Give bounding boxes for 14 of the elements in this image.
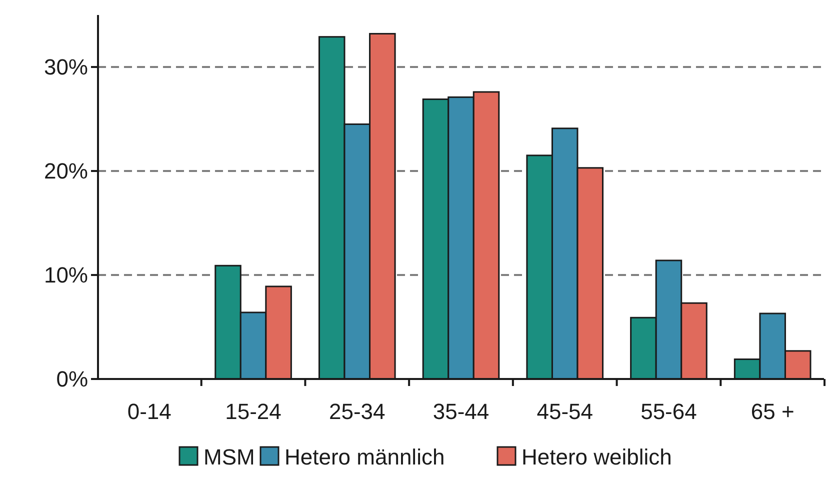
x-tick-label: 0-14 [127,399,172,424]
x-tick-label: 65 + [750,399,794,424]
x-tick-label: 45-54 [536,399,594,424]
x-tick-label: 15-24 [225,399,282,424]
y-tick-label: 20% [44,158,88,184]
y-tick-label: 30% [44,54,88,80]
legend-label: Hetero männlich [284,444,445,470]
x-tick-label: 35-44 [432,399,490,424]
legend-label: MSM [204,444,255,470]
x-tick-label: 25-34 [328,399,386,424]
y-tick-label: 0% [56,366,88,392]
y-tick-label: 10% [44,262,88,288]
x-tick-label: 55-64 [640,399,697,424]
legend-label: Hetero weiblich [522,444,672,470]
